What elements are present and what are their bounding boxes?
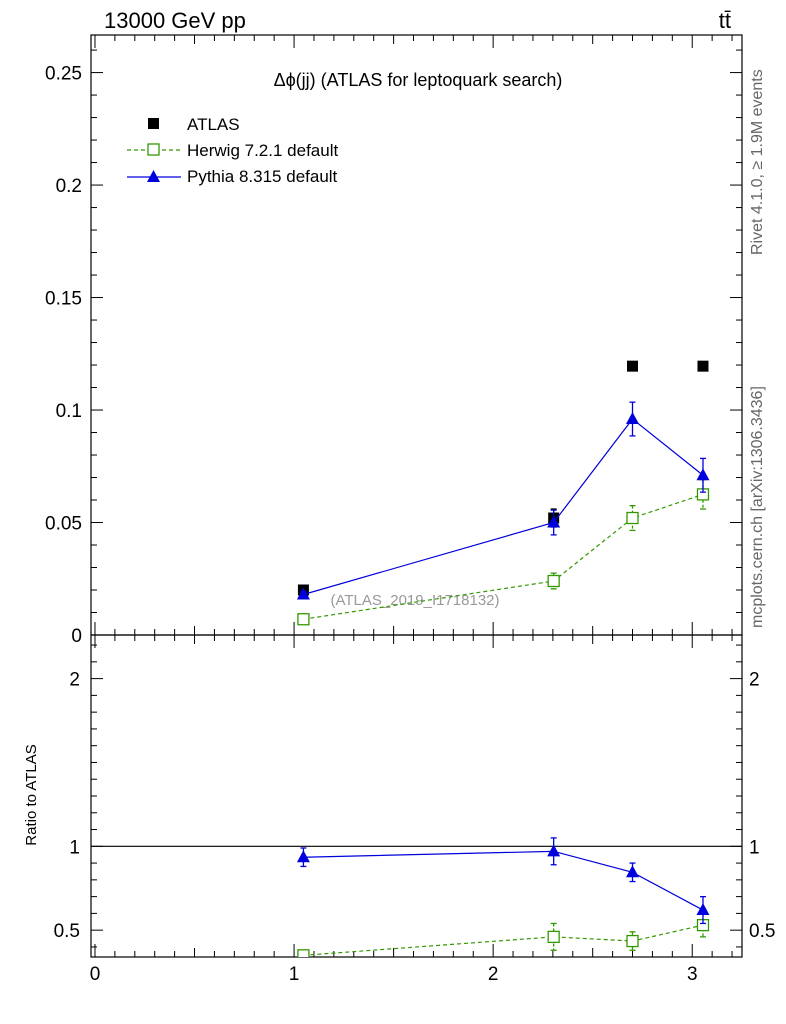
legend-herwig-marker	[147, 143, 160, 156]
ratio-frame	[90, 634, 743, 958]
ratio-pythia-point	[296, 850, 310, 863]
ratio-data-layer	[296, 837, 710, 957]
mcplots-label: mcplots.cern.ch [arXiv:1306.3436]	[749, 386, 766, 628]
y-tick-label: 0	[71, 626, 82, 647]
ratio-pythia-point	[547, 844, 561, 857]
main-pythia-point	[696, 468, 710, 481]
main-atlas-point	[627, 360, 639, 372]
y-tick-label: 0.25	[45, 64, 82, 85]
legend-atlas-marker	[148, 118, 159, 129]
ratio-pythia-line	[303, 850, 704, 911]
x-tick-label: 2	[488, 964, 499, 985]
ratio-y-axis-label: Ratio to ATLAS	[23, 744, 40, 845]
main-herwig-point	[297, 613, 310, 626]
rivet-version-label: Rivet 4.1.0, ≥ 1.9M events	[749, 69, 766, 255]
main-herwig-point	[547, 574, 560, 588]
main-pythia-line	[303, 418, 704, 596]
ratio-y-tick-label-left: 2	[69, 670, 80, 691]
legend-pythia-marker	[147, 170, 160, 182]
y-tick-label: 0.1	[56, 401, 82, 422]
main-atlas-point	[697, 360, 709, 372]
ratio-y-tick-label-right: 2	[749, 670, 760, 691]
ratio-y-tick-label-right: 0.5	[749, 921, 775, 942]
ratio-y-tick-label-right: 1	[749, 837, 760, 858]
ratio-y-tick-label-left: 0.5	[54, 921, 80, 942]
main-pythia-point	[626, 412, 640, 425]
x-tick-label: 3	[687, 964, 698, 985]
legend-atlas-label: ATLAS	[187, 115, 240, 134]
analysis-watermark: (ATLAS_2019_I1718132)	[330, 592, 499, 609]
ratio-herwig-point	[626, 934, 639, 948]
ratio-pythia-point	[626, 865, 640, 878]
ratio-herwig-line	[303, 924, 704, 956]
x-tick-label: 1	[289, 964, 300, 985]
x-tick-label: 0	[90, 964, 101, 985]
main-panel: 0 0.05 0.1 0.15 0.2 0.25 Δϕ(jj) (ATLAS for le…	[45, 34, 743, 647]
main-pythia-point	[296, 587, 310, 600]
y-tick-label: 0.15	[45, 289, 82, 310]
y-tick-label: 0.05	[45, 514, 82, 535]
chart-title: Δϕ(jj) (ATLAS for leptoquark search)	[274, 70, 563, 90]
main-herwig-point	[626, 511, 639, 525]
ratio-pythia-point	[696, 903, 710, 916]
legend: ATLAS Herwig 7.2.1 default Pythia 8.315 …	[127, 115, 338, 186]
legend-herwig-label: Herwig 7.2.1 default	[187, 141, 338, 160]
ratio-axis-ticks: 0.5 0.5 1 1 2 2	[54, 635, 775, 957]
ratio-herwig-point	[297, 949, 310, 957]
x-tick-labels: 0 1 2 3	[90, 964, 698, 985]
process-label: tt̄	[719, 8, 731, 33]
legend-pythia-label: Pythia 8.315 default	[187, 167, 338, 186]
main-pythia-point	[547, 515, 561, 528]
main-axis-ticks: 0 0.05 0.1 0.15 0.2 0.25	[45, 35, 742, 647]
ratio-herwig-point	[547, 930, 560, 944]
main-data-layer	[296, 360, 710, 626]
ratio-panel: 0.5 0.5 1 1 2 2 Ratio to ATLAS	[23, 634, 775, 958]
energy-label: 13000 GeV pp	[104, 8, 246, 33]
y-tick-label: 0.2	[56, 176, 82, 197]
ratio-y-tick-label-left: 1	[69, 837, 80, 858]
main-herwig-line	[303, 493, 704, 620]
